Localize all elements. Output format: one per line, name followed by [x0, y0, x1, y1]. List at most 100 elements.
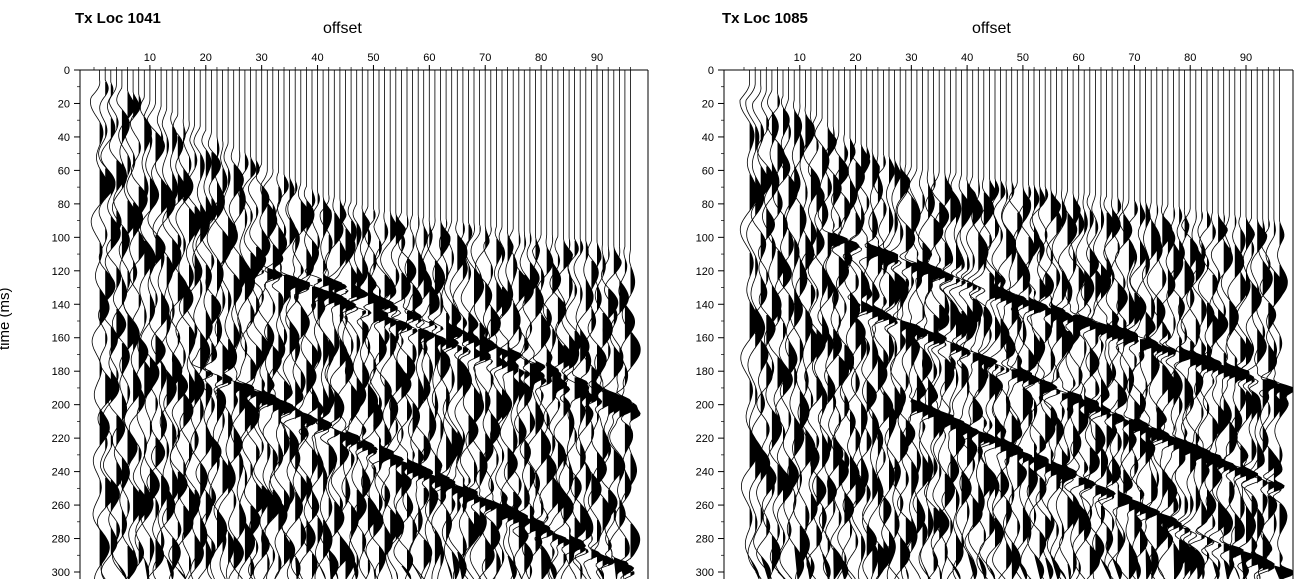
trace-wiggle — [1214, 70, 1239, 579]
trace-wiggle — [971, 70, 998, 579]
trace-fill — [805, 114, 816, 579]
trace-fill — [861, 146, 872, 563]
trace-wiggle — [1195, 70, 1222, 579]
trace-fill — [334, 212, 347, 579]
x-tick-label: 60 — [423, 52, 435, 64]
trace-wiggle — [1009, 70, 1034, 579]
trace-wiggle — [931, 70, 956, 579]
y-tick-label: 120 — [52, 266, 70, 278]
trace-fill — [816, 140, 826, 548]
trace-fill — [1078, 192, 1093, 576]
trace-wiggle — [967, 70, 991, 579]
trace-wiggle — [481, 70, 501, 579]
y-tick-label: 40 — [702, 132, 714, 144]
y-tick-label: 200 — [696, 400, 714, 412]
x-tick-label: 70 — [1128, 52, 1140, 64]
x-tick-label: 40 — [311, 52, 323, 64]
trace-fill — [451, 250, 464, 579]
trace-wiggle — [1022, 70, 1049, 579]
trace-fill — [110, 84, 121, 556]
y-tick-label: 60 — [58, 165, 70, 177]
seismic-plot-1085: 10 20 30 40 50 60 70 80 90 0 20 40 60 80 100 120 140 160 1… — [696, 52, 1294, 579]
trace-wiggle — [745, 70, 766, 579]
trace-wiggle — [198, 70, 222, 579]
y-tick-label: 280 — [52, 534, 70, 546]
x-tick-label: 80 — [1184, 52, 1196, 64]
trace-wiggle — [325, 70, 353, 579]
trace-wiggle — [1256, 70, 1278, 579]
y-tick-label: 140 — [696, 299, 714, 311]
trace-wiggle — [262, 70, 288, 579]
trace-wiggle — [896, 70, 921, 579]
trace-fill — [883, 156, 898, 571]
trace-fill — [200, 154, 210, 552]
trace-wiggle — [264, 70, 294, 579]
trace-fill — [412, 234, 427, 579]
trace-wiggle — [458, 70, 480, 579]
trace-wiggle — [212, 70, 234, 579]
trace-wiggle — [1224, 70, 1250, 579]
trace-fill — [121, 110, 130, 579]
trace-wiggle — [229, 70, 254, 579]
trace-fill — [1156, 204, 1170, 550]
trace-fill — [872, 152, 885, 577]
trace-wiggle — [1026, 70, 1055, 579]
trace-fill — [541, 268, 551, 579]
trace-fill — [574, 240, 589, 579]
trace-wiggle — [222, 70, 245, 579]
trace-wiggle — [416, 70, 440, 579]
x-tick-label: 50 — [1017, 52, 1029, 64]
y-tick-label: 20 — [702, 98, 714, 110]
trace-wiggle — [168, 70, 188, 579]
plot-area: 10 20 30 40 50 60 70 80 90 0 20 40 60 80 100 120 140 160 1… — [696, 52, 1294, 579]
trace-wiggle — [1137, 70, 1166, 579]
trace-wiggle — [1188, 70, 1217, 579]
x-tick-label: 90 — [591, 52, 603, 64]
trace-wiggle — [344, 70, 369, 579]
y-tick-label: 260 — [696, 500, 714, 512]
y-tick-label: 80 — [58, 199, 70, 211]
trace-fill — [1151, 220, 1166, 579]
trace-wiggle — [1001, 70, 1027, 579]
trace-fill — [602, 254, 613, 579]
trace-wiggle — [783, 70, 805, 579]
y-tick-label: 20 — [58, 98, 70, 110]
trace-fill — [116, 116, 127, 579]
trace-fill — [177, 136, 188, 579]
trace-wiggle — [235, 70, 256, 579]
trace-wiggle — [464, 70, 485, 579]
trace-fill — [1000, 180, 1015, 579]
trace-wiggle — [859, 70, 885, 579]
trace-fill — [619, 246, 634, 579]
trace-wiggle — [404, 70, 433, 579]
trace-fill — [278, 186, 293, 574]
trace-wiggle — [939, 70, 966, 579]
trace-wiggle — [421, 70, 450, 579]
trace-fill — [1101, 208, 1111, 579]
trace-fill — [1117, 198, 1132, 554]
trace-wiggle — [830, 70, 850, 579]
trace-wiggle — [1073, 70, 1099, 579]
trace-wiggle — [279, 70, 303, 579]
y-tick-label: 220 — [52, 433, 70, 445]
trace-fill — [783, 108, 793, 579]
trace-fill — [306, 200, 318, 556]
trace-wiggle — [349, 70, 375, 579]
trace-wiggle — [111, 70, 130, 579]
trace-wiggle — [1238, 70, 1267, 579]
trace-wiggle — [565, 70, 590, 579]
trace-wiggle — [283, 70, 310, 579]
trace-fill — [749, 122, 760, 579]
trace-wiggle — [601, 70, 629, 579]
x-tick-label: 30 — [256, 52, 268, 64]
trace-wiggle — [175, 70, 194, 579]
x-tick-label: 60 — [1073, 52, 1085, 64]
trace-wiggle — [360, 70, 389, 579]
trace-wiggle — [761, 70, 782, 579]
trace-wiggle — [493, 70, 517, 579]
trace-wiggle — [1115, 70, 1143, 579]
trace-wiggle — [559, 70, 584, 579]
trace-fill — [894, 160, 905, 579]
trace-wiggle — [202, 70, 228, 579]
y-tick-label: 100 — [52, 232, 70, 244]
